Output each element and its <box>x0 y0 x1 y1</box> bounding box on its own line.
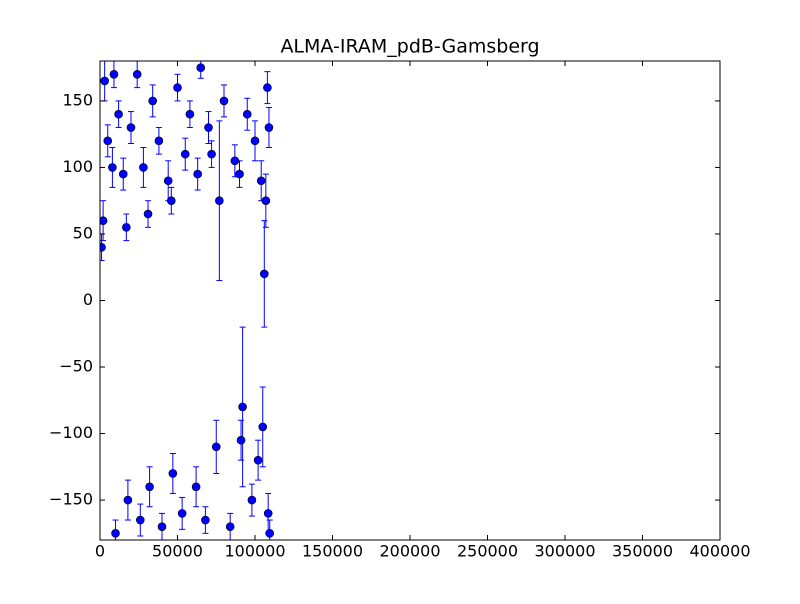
point <box>148 96 157 106</box>
point <box>154 136 164 146</box>
point <box>191 482 201 492</box>
point <box>111 529 120 538</box>
point <box>123 495 133 505</box>
plot-area <box>100 61 275 540</box>
point <box>114 109 123 119</box>
point <box>193 169 202 179</box>
point <box>163 176 173 186</box>
x-tick-label: 150000 <box>302 542 363 561</box>
y-tick-label: −100 <box>49 423 93 442</box>
point <box>215 196 224 206</box>
x-tick-label: 100000 <box>224 542 285 561</box>
point <box>263 83 272 92</box>
y-tick-label: 50 <box>73 223 93 242</box>
point <box>100 216 108 225</box>
point <box>238 402 247 412</box>
point <box>132 70 142 79</box>
point <box>122 223 131 232</box>
point <box>258 422 268 432</box>
point <box>157 522 167 531</box>
point <box>256 176 266 186</box>
point <box>230 156 240 166</box>
axes-frame <box>99 60 721 541</box>
point <box>211 442 221 452</box>
point <box>242 109 252 119</box>
y-tick-label: 0 <box>83 290 93 309</box>
point <box>263 509 273 518</box>
point <box>143 209 153 219</box>
point <box>173 83 182 92</box>
point <box>168 469 178 478</box>
x-tick-label: 200000 <box>379 542 440 561</box>
point <box>167 196 176 206</box>
point <box>236 435 246 445</box>
x-tick-label: 350000 <box>612 542 673 561</box>
point <box>265 529 275 538</box>
x-tick-label: 250000 <box>457 542 518 561</box>
point <box>136 515 145 525</box>
point <box>264 123 274 132</box>
point <box>250 136 260 146</box>
point <box>177 509 187 518</box>
point <box>139 163 148 172</box>
point <box>100 242 106 252</box>
point <box>109 70 119 79</box>
point <box>259 269 269 279</box>
point <box>207 149 216 159</box>
point <box>100 76 109 86</box>
point <box>204 123 213 132</box>
point <box>201 515 210 525</box>
y-tick-label: −150 <box>49 490 93 509</box>
point <box>247 495 257 505</box>
point <box>145 482 154 492</box>
point <box>185 109 195 119</box>
point <box>253 455 263 465</box>
point <box>118 169 128 179</box>
x-tick-label: 50000 <box>152 542 203 561</box>
point <box>235 169 244 179</box>
y-tick-label: 150 <box>62 90 93 109</box>
x-tick-label: 400000 <box>689 542 750 561</box>
point <box>126 123 136 132</box>
point <box>261 196 271 206</box>
point <box>225 522 235 531</box>
x-tick-label: 300000 <box>534 542 595 561</box>
chart-title: ALMA-IRAM_pdB-Gamsberg <box>280 36 539 58</box>
point <box>196 63 206 72</box>
y-tick-label: −50 <box>59 357 93 376</box>
point <box>180 149 190 159</box>
x-tick-label: 0 <box>95 542 105 561</box>
point <box>219 96 229 106</box>
point <box>103 136 113 146</box>
y-tick-label: 100 <box>62 157 93 176</box>
point <box>108 163 117 172</box>
